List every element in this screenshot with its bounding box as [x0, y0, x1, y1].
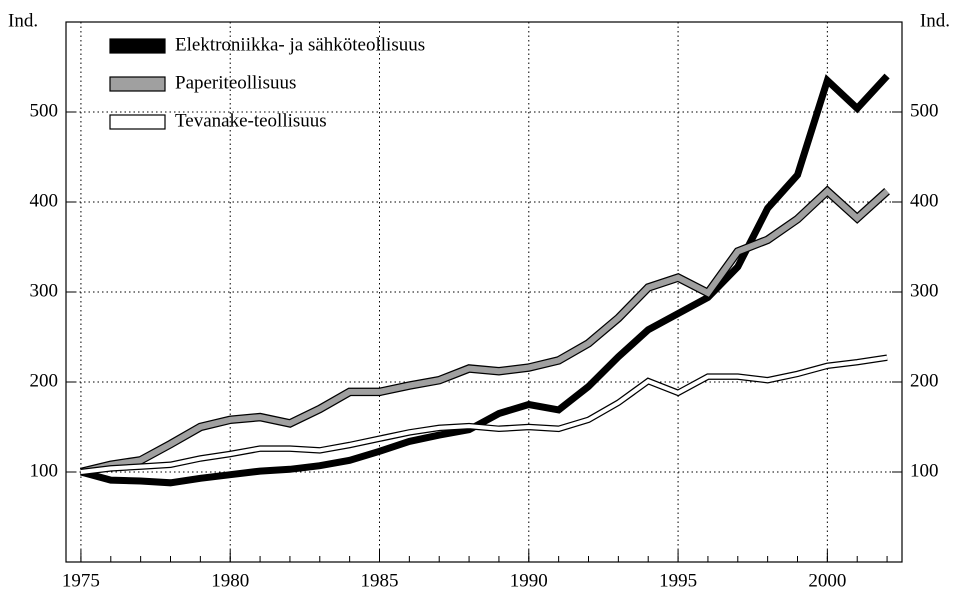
x-tick-label: 2000 [808, 570, 846, 591]
y-tick-label: 300 [30, 280, 59, 301]
line [80, 187, 890, 475]
y2-tick-label: 500 [910, 100, 939, 121]
y2-axis-label: Ind. [920, 10, 950, 31]
y-tick-label: 400 [30, 190, 59, 211]
y-tick-label: 200 [30, 370, 59, 391]
line [80, 355, 888, 474]
y-tick-label: 500 [30, 100, 59, 121]
legend-swatch [109, 114, 166, 130]
x-tick-label: 1990 [510, 570, 548, 591]
legend-swatch [109, 76, 166, 92]
plot-frame [65, 21, 903, 563]
y2-tick-label: 300 [910, 280, 939, 301]
legend-label: Elektroniikka- ja sähköteollisuus [175, 34, 425, 55]
line-outline [80, 354, 888, 476]
y2-tick-label: 100 [910, 460, 939, 481]
x-tick-label: 1980 [211, 570, 249, 591]
legend-label: Paperiteollisuus [175, 72, 296, 93]
x-tick-label: 1985 [361, 570, 399, 591]
y2-tick-label: 400 [910, 190, 939, 211]
y2-tick-label: 200 [910, 370, 939, 391]
line [80, 73, 890, 487]
x-tick-label: 1975 [62, 570, 100, 591]
x-tick-label: 1995 [659, 570, 697, 591]
legend-swatch [109, 38, 166, 54]
y-axis-label: Ind. [8, 10, 38, 31]
legend-label: Tevanake-teollisuus [175, 110, 327, 131]
y-tick-label: 100 [30, 460, 59, 481]
